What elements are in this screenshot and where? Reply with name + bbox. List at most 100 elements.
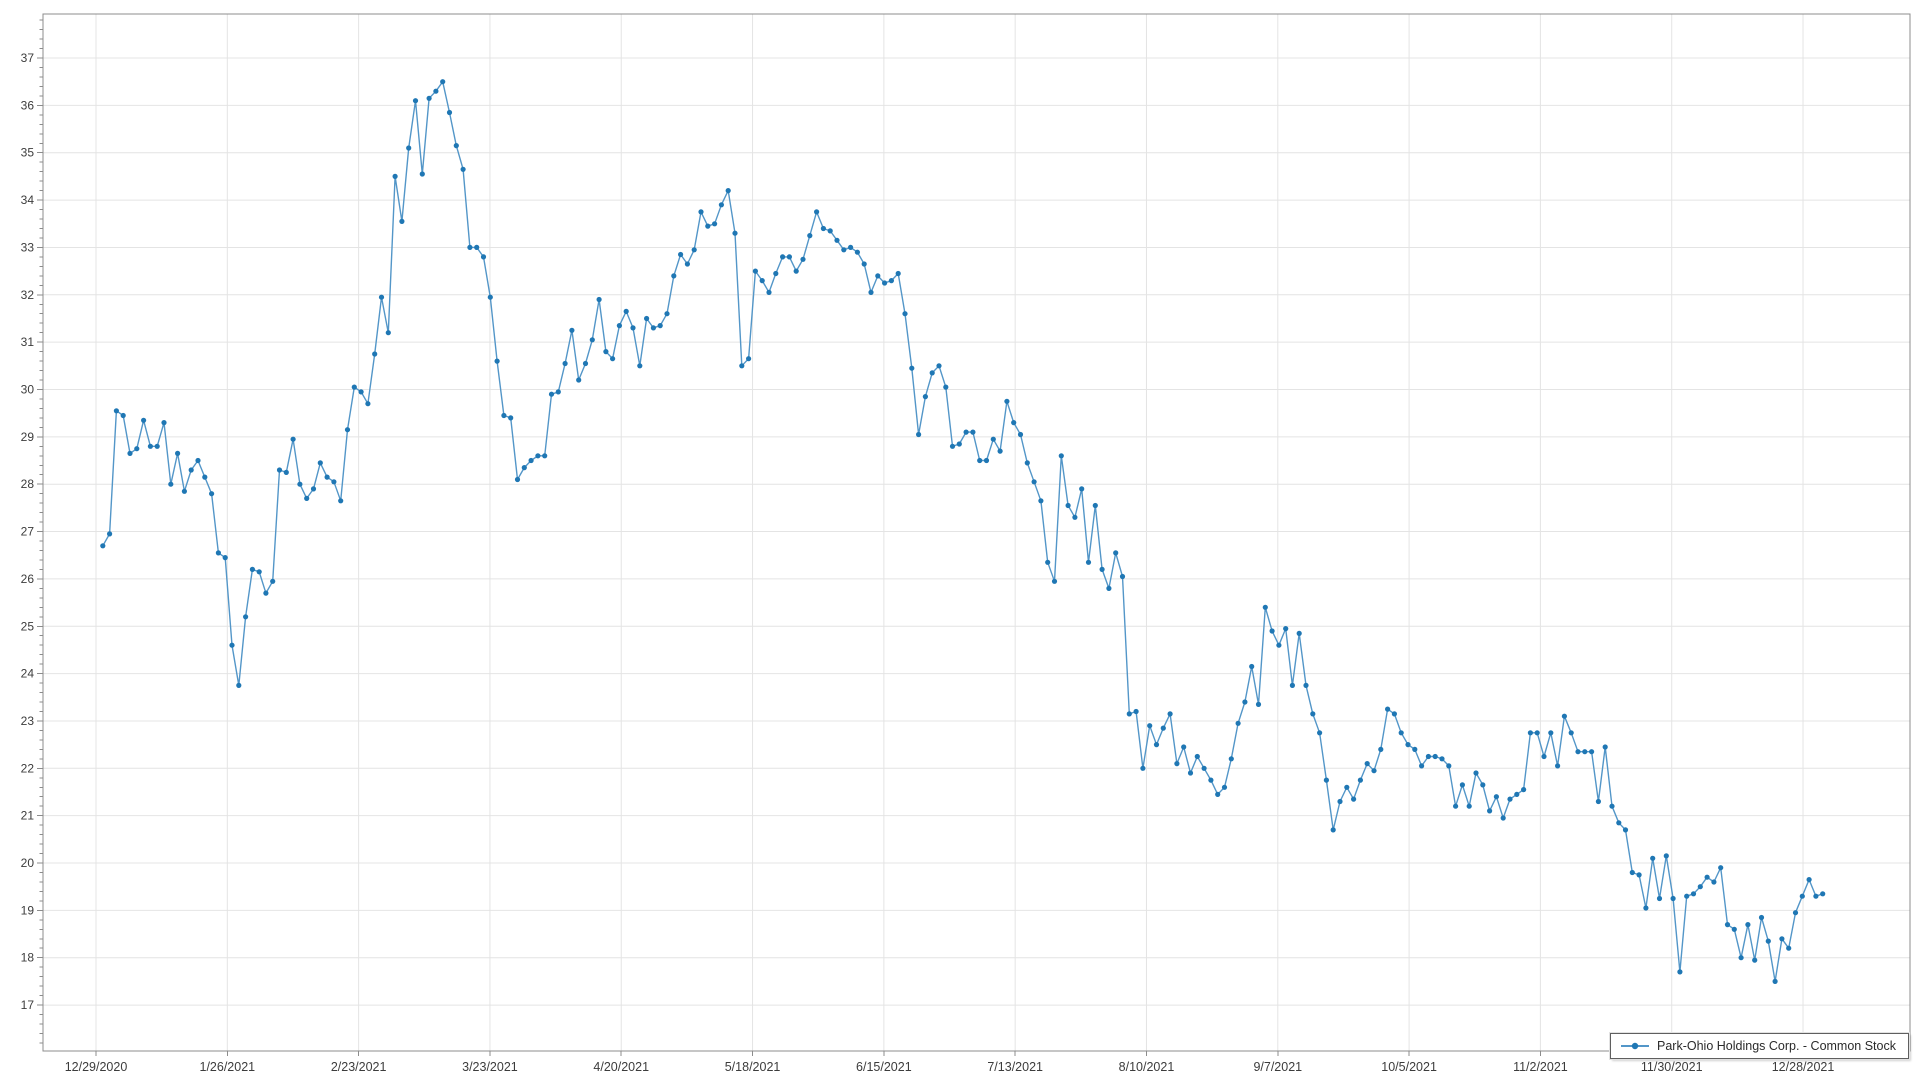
- data-point[interactable]: [406, 145, 412, 151]
- data-point[interactable]: [603, 349, 609, 355]
- data-point[interactable]: [202, 474, 208, 480]
- data-point[interactable]: [691, 247, 697, 253]
- data-point[interactable]: [100, 543, 106, 549]
- data-point[interactable]: [487, 294, 493, 300]
- data-point[interactable]: [1684, 893, 1690, 899]
- data-point[interactable]: [276, 467, 283, 473]
- data-point[interactable]: [1187, 770, 1194, 776]
- data-point[interactable]: [671, 273, 677, 279]
- data-point[interactable]: [1758, 914, 1765, 921]
- data-point[interactable]: [1391, 711, 1397, 717]
- data-point[interactable]: [943, 384, 949, 390]
- data-point[interactable]: [412, 98, 419, 104]
- data-point[interactable]: [134, 446, 140, 452]
- data-point[interactable]: [752, 268, 759, 274]
- data-point[interactable]: [480, 254, 487, 260]
- data-point[interactable]: [290, 436, 296, 442]
- data-point[interactable]: [1806, 877, 1812, 883]
- data-point[interactable]: [501, 412, 507, 419]
- data-point[interactable]: [576, 377, 582, 383]
- data-point[interactable]: [718, 202, 725, 208]
- data-point[interactable]: [630, 325, 636, 331]
- data-point[interactable]: [1153, 742, 1160, 748]
- data-point[interactable]: [378, 294, 385, 300]
- data-point[interactable]: [582, 360, 589, 367]
- data-point[interactable]: [1738, 955, 1744, 961]
- data-point[interactable]: [297, 481, 303, 487]
- data-point[interactable]: [351, 384, 357, 390]
- data-point[interactable]: [1724, 922, 1731, 928]
- data-point[interactable]: [1017, 431, 1024, 438]
- data-point[interactable]: [555, 389, 561, 395]
- data-point[interactable]: [1235, 720, 1241, 726]
- data-point[interactable]: [1792, 910, 1799, 916]
- data-point[interactable]: [1357, 777, 1363, 783]
- data-point[interactable]: [1602, 744, 1608, 750]
- data-point[interactable]: [304, 495, 310, 501]
- data-point[interactable]: [678, 251, 684, 258]
- data-point[interactable]: [1269, 628, 1275, 634]
- data-point[interactable]: [834, 237, 840, 243]
- data-point[interactable]: [1439, 756, 1445, 762]
- data-point[interactable]: [1242, 699, 1248, 705]
- data-point[interactable]: [909, 365, 915, 371]
- data-point[interactable]: [1405, 742, 1411, 748]
- data-point[interactable]: [1473, 770, 1479, 776]
- data-point[interactable]: [854, 249, 861, 255]
- data-point[interactable]: [1351, 796, 1357, 802]
- data-point[interactable]: [399, 218, 405, 224]
- data-point[interactable]: [997, 448, 1003, 454]
- data-point[interactable]: [440, 79, 446, 85]
- data-point[interactable]: [1221, 784, 1228, 790]
- data-point[interactable]: [983, 457, 990, 464]
- data-point[interactable]: [1167, 711, 1173, 717]
- data-point[interactable]: [1779, 936, 1785, 942]
- data-point[interactable]: [1500, 815, 1506, 821]
- data-point[interactable]: [1174, 761, 1180, 767]
- data-point[interactable]: [820, 225, 827, 232]
- data-point[interactable]: [922, 394, 929, 400]
- data-point[interactable]: [1629, 869, 1635, 876]
- data-point[interactable]: [1099, 566, 1105, 573]
- data-point[interactable]: [215, 550, 221, 556]
- data-point[interactable]: [610, 356, 616, 362]
- data-point[interactable]: [773, 270, 779, 277]
- data-point[interactable]: [1317, 730, 1323, 736]
- data-point[interactable]: [1289, 682, 1295, 689]
- data-point[interactable]: [1201, 765, 1207, 771]
- data-point[interactable]: [956, 441, 962, 447]
- data-point[interactable]: [1337, 798, 1343, 805]
- data-point[interactable]: [596, 296, 602, 303]
- data-point[interactable]: [1215, 791, 1221, 798]
- data-point[interactable]: [1072, 514, 1078, 520]
- data-point[interactable]: [1113, 550, 1119, 556]
- data-point[interactable]: [1752, 957, 1758, 963]
- data-point[interactable]: [446, 109, 453, 116]
- data-point[interactable]: [1140, 765, 1146, 771]
- data-point[interactable]: [562, 360, 568, 367]
- data-point[interactable]: [1636, 872, 1642, 878]
- data-point[interactable]: [1548, 730, 1554, 736]
- data-point[interactable]: [1051, 578, 1058, 584]
- data-point[interactable]: [229, 642, 235, 648]
- data-point[interactable]: [107, 531, 113, 537]
- data-point[interactable]: [1745, 922, 1751, 928]
- data-point[interactable]: [650, 325, 657, 331]
- data-point[interactable]: [1378, 746, 1384, 753]
- data-point[interactable]: [209, 491, 215, 497]
- data-point[interactable]: [1813, 893, 1819, 899]
- data-point[interactable]: [1194, 753, 1200, 760]
- data-point[interactable]: [419, 171, 425, 177]
- data-point[interactable]: [1690, 891, 1697, 897]
- data-point[interactable]: [990, 436, 996, 442]
- data-point[interactable]: [1147, 723, 1153, 729]
- data-point[interactable]: [882, 280, 888, 286]
- data-point[interactable]: [548, 391, 555, 397]
- data-point[interactable]: [310, 486, 317, 492]
- data-point[interactable]: [569, 327, 575, 333]
- data-point[interactable]: [895, 270, 901, 277]
- data-point[interactable]: [589, 337, 595, 343]
- data-point[interactable]: [474, 244, 480, 250]
- data-point[interactable]: [623, 308, 629, 314]
- data-point[interactable]: [181, 488, 187, 494]
